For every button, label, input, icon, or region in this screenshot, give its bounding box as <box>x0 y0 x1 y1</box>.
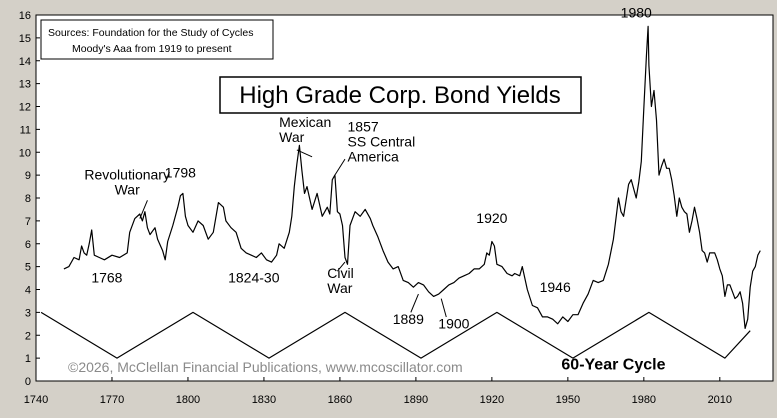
y-tick-label: 5 <box>25 262 31 274</box>
x-tick-label: 1860 <box>328 394 352 406</box>
annotation-ann-1824-30: 1824-30 <box>228 270 280 286</box>
y-tick-label: 14 <box>19 56 31 68</box>
y-tick-label: 13 <box>19 79 31 91</box>
annotation-ann-1900: 1900 <box>438 315 469 331</box>
title-box: High Grade Corp. Bond Yields <box>219 76 582 114</box>
x-tick-label: 1800 <box>176 394 200 406</box>
annotation-rev-war: Revolutionary <box>84 167 170 183</box>
y-tick-label: 0 <box>25 376 31 388</box>
y-tick-label: 7 <box>25 216 31 228</box>
annotation-mexican-war: War <box>279 129 304 145</box>
annotation-leader <box>440 298 447 318</box>
annotation-ss-central: America <box>348 149 400 165</box>
copyright-text: ©2026, McClellan Financial Publications,… <box>68 359 463 375</box>
x-tick-label: 1920 <box>480 394 504 406</box>
annotation-cycle-label: 60-Year Cycle <box>561 357 665 374</box>
y-tick-label: 4 <box>25 285 31 297</box>
annotation-ss-central: SS Central <box>348 134 416 150</box>
y-tick-label: 6 <box>25 239 31 251</box>
bond-yield-line <box>63 25 761 329</box>
y-tick-label: 3 <box>25 307 31 319</box>
annotation-civil-war: War <box>327 280 352 296</box>
x-tick-label: 1830 <box>252 394 276 406</box>
x-axis: 1740 1770 1800 1830 1860 1890 1920 1950 1980 2010 <box>24 377 732 406</box>
series-layer <box>40 25 761 359</box>
annotation-ann-1946: 1946 <box>540 279 571 295</box>
plot-area <box>35 14 774 382</box>
x-tick-label: 1740 <box>24 394 48 406</box>
sources-box: Sources: Foundation for the Study of Cyc… <box>40 19 274 60</box>
y-tick-label: 11 <box>20 124 31 136</box>
x-tick-label: 1980 <box>632 394 656 406</box>
annotation-leader <box>139 200 148 219</box>
sources-line-1: Sources: Foundation for the Study of Cyc… <box>48 27 253 39</box>
annotation-leader <box>296 149 313 158</box>
annotation-mexican-war: Mexican <box>279 114 331 130</box>
y-tick-label: 10 <box>19 147 31 159</box>
annotation-rev-war: War <box>115 182 140 198</box>
y-tick-label: 9 <box>25 170 31 182</box>
annotation-ann-1798: 1798 <box>165 164 196 180</box>
x-tick-label: 1890 <box>404 394 428 406</box>
y-tick-label: 16 <box>19 10 31 22</box>
annotation-ann-1768: 1768 <box>91 270 122 286</box>
sources-line-2: Moody's Aaa from 1919 to present <box>72 43 232 55</box>
annotation-civil-war: Civil <box>327 265 353 281</box>
x-tick-label: 1770 <box>100 394 124 406</box>
annotation-leader <box>337 261 346 272</box>
chart-title: High Grade Corp. Bond Yields <box>239 82 561 109</box>
annotation-leader <box>334 158 346 176</box>
y-tick-label: 12 <box>19 102 31 114</box>
annotation-ss-central: 1857 <box>348 119 379 135</box>
annotation-ann-1889: 1889 <box>393 311 424 327</box>
x-tick-label: 1950 <box>556 394 580 406</box>
y-tick-label: 2 <box>25 330 31 342</box>
y-tick-label: 15 <box>19 33 31 45</box>
y-tick-label: 1 <box>25 353 31 365</box>
y-tick-label: 8 <box>25 193 31 205</box>
cycle-line <box>40 311 751 359</box>
annotation-ann-1980: 1980 <box>621 4 652 20</box>
annotation-leader <box>410 293 419 313</box>
annotation-ann-1920: 1920 <box>476 210 507 226</box>
x-tick-label: 2010 <box>708 394 732 406</box>
